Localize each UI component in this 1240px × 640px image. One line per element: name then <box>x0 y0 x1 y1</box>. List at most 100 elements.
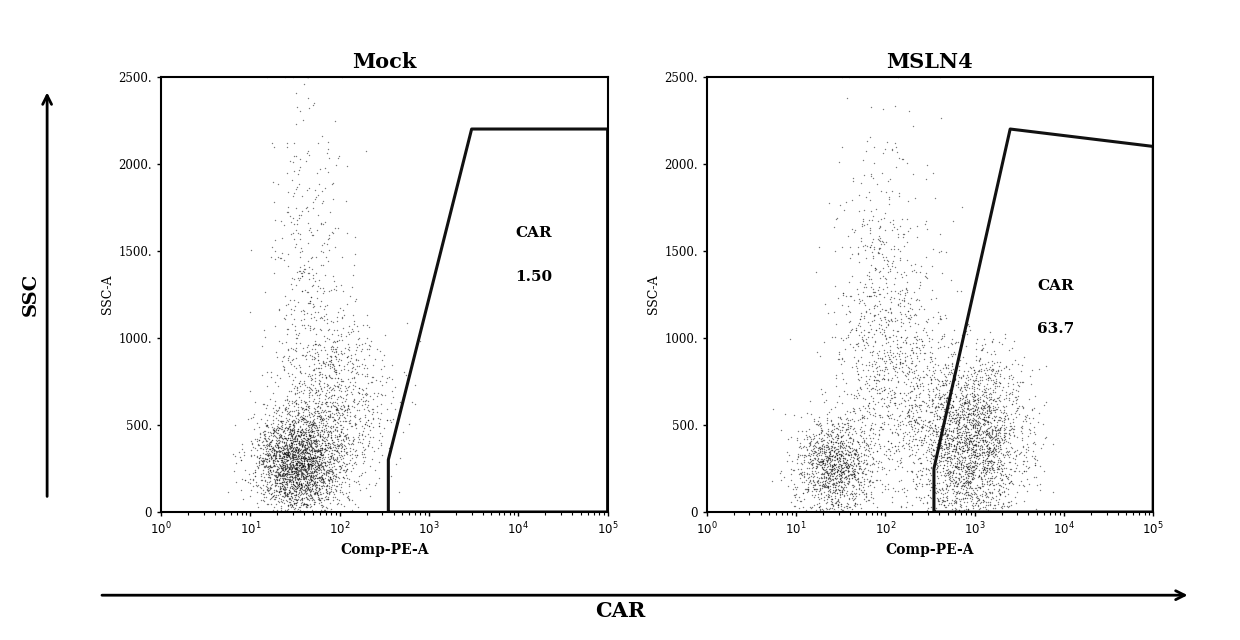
Point <box>942 413 962 423</box>
Point <box>859 430 879 440</box>
Point <box>872 412 892 422</box>
Point <box>270 478 290 488</box>
Point <box>972 386 992 396</box>
Point <box>279 419 299 429</box>
Point <box>985 371 1004 381</box>
Point <box>950 451 970 461</box>
Point <box>345 410 365 420</box>
Point <box>828 481 848 492</box>
Point <box>910 431 930 442</box>
Point <box>284 305 304 315</box>
Point <box>941 275 961 285</box>
Point <box>296 424 316 434</box>
Point <box>312 385 332 396</box>
Point <box>822 465 842 476</box>
Point <box>968 426 988 436</box>
Point <box>278 450 298 460</box>
Point <box>303 458 322 468</box>
Point <box>844 225 864 235</box>
Point <box>1013 456 1033 466</box>
Point <box>306 268 326 278</box>
Point <box>877 392 897 403</box>
Point <box>941 337 961 348</box>
Point <box>288 266 308 276</box>
Point <box>269 449 289 460</box>
Point <box>963 444 983 454</box>
Point <box>319 452 339 462</box>
Point <box>291 458 311 468</box>
Point <box>352 452 372 462</box>
Point <box>283 191 303 201</box>
Point <box>970 353 990 363</box>
Point <box>311 462 331 472</box>
Point <box>954 480 973 490</box>
Point <box>299 102 319 113</box>
Point <box>965 426 985 436</box>
Point <box>980 476 999 486</box>
Point <box>322 412 342 422</box>
Point <box>370 457 389 467</box>
Point <box>930 312 950 323</box>
Point <box>260 480 280 490</box>
Point <box>868 350 888 360</box>
Point <box>947 436 967 447</box>
Point <box>977 463 997 473</box>
Point <box>293 461 312 471</box>
Point <box>880 449 900 460</box>
Point <box>314 447 334 458</box>
Point <box>288 408 308 418</box>
Point <box>878 177 898 187</box>
Point <box>305 445 325 456</box>
Point <box>264 426 284 436</box>
Point <box>311 505 331 515</box>
Point <box>853 216 873 227</box>
Point <box>277 337 296 347</box>
Point <box>892 475 911 485</box>
Point <box>861 169 880 179</box>
Point <box>817 440 837 450</box>
Point <box>325 415 345 425</box>
Point <box>320 454 340 464</box>
Point <box>994 373 1014 383</box>
Point <box>264 507 284 517</box>
Point <box>831 456 851 467</box>
Point <box>289 479 309 489</box>
Point <box>836 419 856 429</box>
Point <box>329 223 348 233</box>
Point <box>303 419 322 429</box>
Point <box>934 500 954 510</box>
Point <box>306 387 326 397</box>
Point <box>301 253 321 263</box>
Point <box>249 435 269 445</box>
Point <box>942 368 962 378</box>
Point <box>295 472 315 483</box>
Point <box>818 430 838 440</box>
Point <box>936 379 956 389</box>
Point <box>813 445 833 456</box>
Point <box>327 377 347 387</box>
Point <box>285 450 305 460</box>
Point <box>1012 423 1032 433</box>
Point <box>944 474 963 484</box>
Point <box>988 477 1008 488</box>
Point <box>963 445 983 456</box>
Point <box>961 470 981 481</box>
Point <box>289 436 309 446</box>
Point <box>934 460 954 470</box>
Point <box>304 436 324 446</box>
Point <box>966 415 986 425</box>
Point <box>946 461 966 471</box>
Point <box>935 455 955 465</box>
Point <box>278 499 298 509</box>
Point <box>867 301 887 312</box>
Point <box>853 494 873 504</box>
Point <box>968 453 988 463</box>
Point <box>986 421 1006 431</box>
Point <box>836 480 856 490</box>
Point <box>972 409 992 419</box>
Point <box>269 507 289 517</box>
Point <box>919 422 939 432</box>
Point <box>847 467 867 477</box>
Point <box>279 463 299 474</box>
Point <box>314 464 334 474</box>
